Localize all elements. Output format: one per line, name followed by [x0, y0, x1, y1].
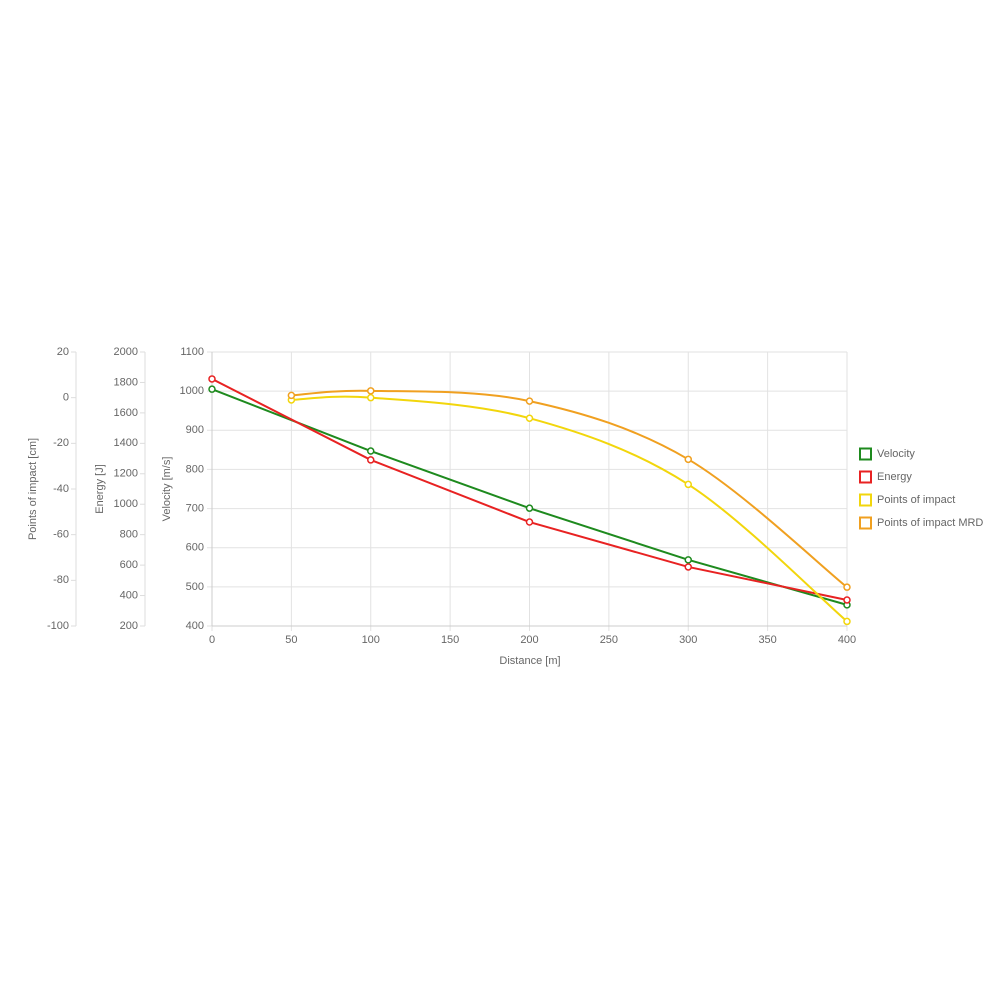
y2-tick-label: 2000 — [114, 346, 138, 358]
point — [287, 391, 296, 400]
y3-tick-label: -40 — [53, 483, 69, 495]
point — [208, 375, 216, 383]
legend-swatch — [859, 493, 872, 507]
y3-tick-label: -80 — [53, 574, 69, 586]
y2-tick-label: 1800 — [114, 376, 138, 388]
y-tick-label: 500 — [186, 581, 204, 593]
y-tick-label: 1000 — [180, 385, 204, 397]
x-tick-label: 400 — [838, 634, 856, 646]
point — [843, 596, 851, 604]
y2-tick-label: 800 — [120, 529, 138, 541]
y2-axis-title: Energy [J] — [94, 464, 106, 514]
legend-swatch — [859, 447, 872, 461]
y-tick-label: 600 — [186, 542, 204, 554]
y3-axis-title: Points of impact [cm] — [27, 438, 39, 540]
legend-label: Points of impact MRD — [877, 517, 983, 529]
x-tick-label: 50 — [285, 634, 297, 646]
point — [684, 563, 692, 571]
x-tick-label: 300 — [679, 634, 697, 646]
point — [367, 387, 375, 395]
x-axis-title: Distance [m] — [499, 655, 560, 667]
y-tick-label: 700 — [186, 502, 204, 514]
y-tick-label: 800 — [186, 463, 204, 475]
point — [684, 556, 692, 564]
x-tick-label: 100 — [362, 634, 380, 646]
point — [367, 447, 375, 455]
y3-tick-label: 0 — [63, 392, 69, 404]
y2-tick-label: 200 — [120, 620, 138, 632]
point — [525, 504, 534, 512]
x-tick-label: 200 — [520, 634, 538, 646]
y2-tick-label: 1600 — [114, 407, 138, 419]
y2-tick-label: 600 — [120, 559, 138, 571]
y-tick-label: 400 — [186, 620, 204, 632]
y-axis-title: Velocity [m/s] — [161, 457, 173, 522]
y-tick-label: 1100 — [180, 346, 204, 358]
x-tick-label: 350 — [758, 634, 776, 646]
point — [367, 393, 375, 402]
series-line — [291, 389, 848, 588]
x-tick-label: 0 — [209, 634, 215, 646]
y3-tick-label: -100 — [47, 620, 69, 632]
point — [843, 583, 851, 591]
y2-tick-label: 1200 — [114, 468, 138, 480]
point — [525, 397, 534, 405]
point — [525, 414, 534, 422]
point — [684, 455, 692, 464]
x-tick-label: 250 — [600, 634, 618, 646]
point — [684, 480, 692, 489]
point — [525, 518, 534, 526]
point — [843, 617, 851, 626]
legend-label: Energy — [877, 471, 912, 483]
y-tick-label: 900 — [186, 424, 204, 436]
legend-label: Points of impact — [877, 494, 955, 506]
y2-tick-label: 1400 — [114, 437, 138, 449]
point — [367, 456, 375, 464]
point — [208, 385, 216, 393]
y3-tick-label: 20 — [57, 346, 69, 358]
y2-tick-label: 400 — [120, 589, 138, 601]
legend-swatch — [859, 470, 872, 484]
legend-label: Velocity — [877, 448, 915, 460]
legend-swatch — [859, 516, 872, 530]
x-tick-label: 150 — [441, 634, 459, 646]
y3-tick-label: -20 — [53, 437, 69, 449]
y2-tick-label: 1000 — [114, 498, 138, 510]
y3-tick-label: -60 — [53, 529, 69, 541]
